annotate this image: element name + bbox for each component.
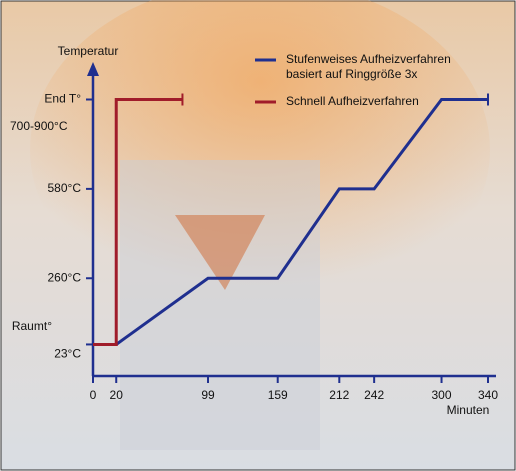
y-tick-label: 580°C (48, 181, 82, 195)
annotation: 700-900°C (10, 119, 68, 133)
background-glow (30, 0, 490, 320)
x-axis-label: Minuten (447, 403, 490, 417)
x-tick-label: 159 (268, 388, 288, 402)
line (93, 98, 183, 346)
y-tick-label: End T° (44, 92, 81, 106)
x-tick-label: 340 (478, 388, 498, 402)
x-tick-label: 212 (329, 388, 349, 402)
x-tick-label: 242 (364, 388, 384, 402)
background-shape (175, 215, 265, 290)
x-tick-label: 0 (90, 388, 97, 402)
x-tick-label: 300 (432, 388, 452, 402)
x-tick-label: 20 (110, 388, 124, 402)
line (93, 98, 488, 346)
annotation: Raumt° (12, 319, 52, 333)
legend-label: Stufenweises Aufheizverfahren basiert auf… (286, 52, 451, 81)
y-tick-label: 23°C (54, 347, 81, 361)
y-tick-label: 260°C (48, 270, 82, 284)
y-axis-arrow (87, 62, 99, 76)
x-tick-label: 99 (201, 388, 215, 402)
background-block (120, 160, 320, 450)
y-axis-label: Temperatur (58, 44, 119, 58)
legend-label: Schnell Aufheizverfahren (286, 94, 419, 108)
